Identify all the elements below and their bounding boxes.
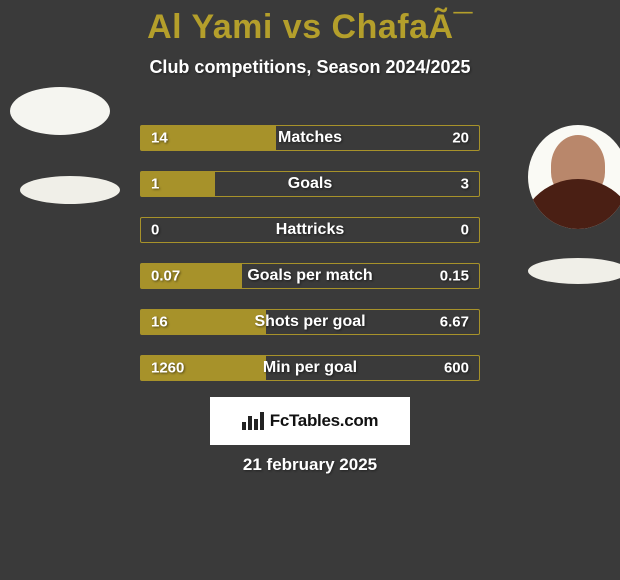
stat-value-left: 1260: [151, 360, 184, 377]
player-left-shadow: [20, 176, 120, 204]
stat-value-right: 600: [444, 360, 469, 377]
player-right-avatar: [528, 125, 620, 229]
stat-label: Min per goal: [263, 359, 357, 377]
stat-row: Hattricks 0 0: [140, 217, 480, 243]
page-title: Al Yami vs ChafaÃ¯: [0, 0, 620, 47]
stats-bars: Matches 14 20 Goals 1 3 Hattricks 0 0 Goals per m…: [140, 125, 480, 401]
stat-label: Goals per match: [247, 267, 372, 285]
stat-value-right: 6.67: [440, 314, 469, 331]
bar-chart-icon: [242, 412, 264, 430]
footer-date: 21 february 2025: [243, 455, 377, 475]
stat-label: Matches: [278, 129, 342, 147]
stat-label: Goals: [288, 175, 332, 193]
stat-value-right: 3: [461, 176, 469, 193]
stat-row: Goals 1 3: [140, 171, 480, 197]
footer-brand-badge: FcTables.com: [210, 397, 410, 445]
stat-value-left: 0: [151, 222, 159, 239]
page-subtitle: Club competitions, Season 2024/2025: [0, 57, 620, 78]
player-right-shadow: [528, 258, 620, 284]
player-left-avatar: [10, 87, 110, 135]
stat-row: Goals per match 0.07 0.15: [140, 263, 480, 289]
stat-value-right: 0: [461, 222, 469, 239]
stat-value-left: 14: [151, 130, 168, 147]
stat-value-right: 0.15: [440, 268, 469, 285]
stat-value-right: 20: [452, 130, 469, 147]
stat-row: Min per goal 1260 600: [140, 355, 480, 381]
stat-row: Matches 14 20: [140, 125, 480, 151]
stat-label: Hattricks: [276, 221, 344, 239]
stat-value-left: 1: [151, 176, 159, 193]
stat-row: Shots per goal 16 6.67: [140, 309, 480, 335]
stat-label: Shots per goal: [254, 313, 365, 331]
footer-brand-text: FcTables.com: [270, 411, 379, 431]
stat-value-left: 0.07: [151, 268, 180, 285]
stat-value-left: 16: [151, 314, 168, 331]
